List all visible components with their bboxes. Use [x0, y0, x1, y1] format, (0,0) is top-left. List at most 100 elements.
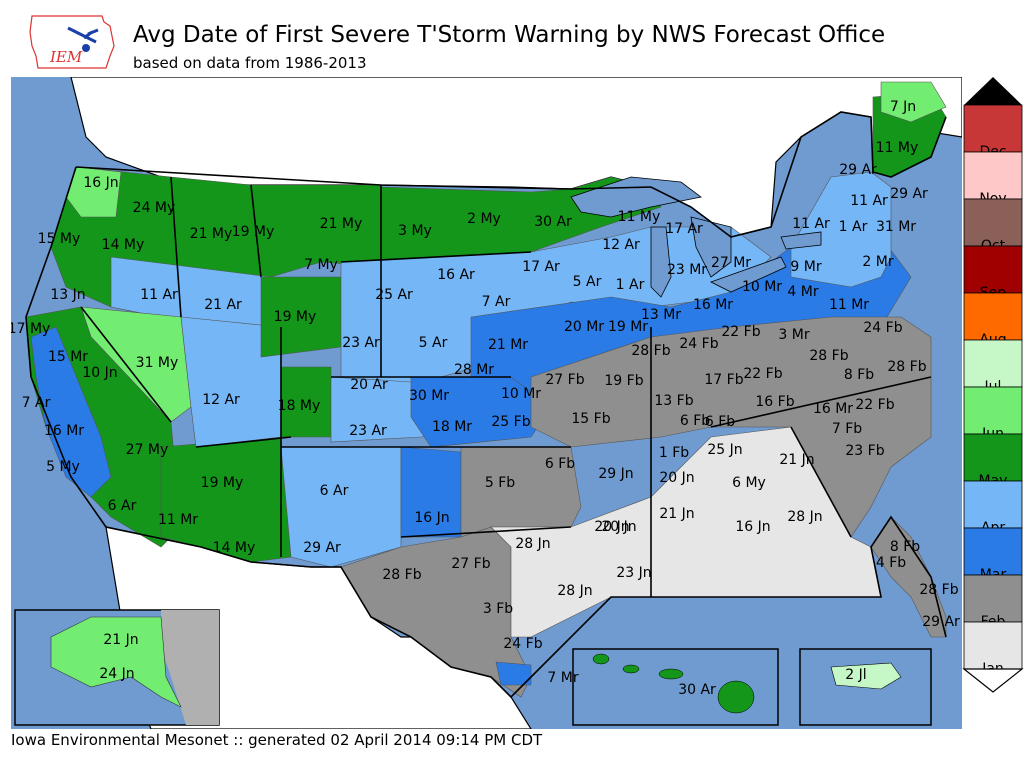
wfo-date-label: 8 Fb: [890, 539, 920, 555]
wfo-date-label: 23 Jn: [616, 565, 651, 581]
iem-logo: IEM: [29, 15, 115, 69]
legend-swatch-dec: [963, 104, 1023, 153]
wfo-date-label: 27 Mr: [711, 255, 751, 271]
wfo-date-label: 5 Ar: [419, 335, 448, 351]
wfo-date-label: 11 Mr: [158, 512, 198, 528]
island-oahu: [622, 664, 640, 674]
wfo-date-label: 20 Jn: [594, 519, 629, 535]
region-california-mar: [30, 326, 112, 498]
region-southeast-feb: [530, 316, 932, 538]
wfo-date-label: 7 Fb: [832, 421, 862, 437]
wfo-date-label: 2 My: [467, 211, 501, 227]
wfo-date-label: 28 Jn: [557, 583, 592, 599]
region-oklahoma-west: [280, 446, 402, 568]
legend-items: DecNovOctSepAugJulJunMayAprMarFebJan: [963, 104, 1023, 677]
wfo-date-label: 18 My: [278, 398, 321, 414]
wfo-date-label: 20 Jn: [601, 519, 636, 535]
wfo-date-label: 27 Fb: [545, 372, 584, 388]
wfo-date-label: 1 Ar: [839, 219, 868, 235]
wfo-date-label: 25 Ar: [375, 287, 413, 303]
wfo-date-label: 16 Mr: [44, 423, 84, 439]
wfo-date-label: 1 Ar: [616, 277, 645, 293]
wfo-date-label: 5 My: [46, 459, 80, 475]
wfo-date-label: 2 Mr: [862, 254, 893, 270]
wfo-date-label: 6 Fb: [680, 413, 710, 429]
region-brownsville: [495, 661, 532, 686]
wfo-date-label: 29 Ar: [303, 540, 341, 556]
region-florida-feb: [870, 516, 947, 638]
page-title: Avg Date of First Severe T'Storm Warning…: [133, 22, 886, 48]
wfo-date-label: 17 Ar: [522, 259, 560, 275]
line-plains: [340, 251, 532, 263]
island-kauai: [592, 653, 610, 665]
wfo-date-label: 30 Ar: [678, 682, 716, 698]
wfo-date-label: 31 My: [136, 355, 179, 371]
wfo-date-label: 28 Fb: [919, 582, 958, 598]
legend-swatch-jun: [963, 386, 1023, 435]
wfo-date-label: 14 My: [213, 540, 256, 556]
line-four-corners: [195, 327, 292, 557]
legend-swatch-apr: [963, 480, 1023, 529]
color-legend: DecNovOctSepAugJulJunMayAprMarFebJan: [962, 77, 1024, 693]
wfo-date-label: 2 Jl: [845, 667, 866, 683]
wfo-date-label: 16 Mr: [813, 401, 853, 417]
wfo-date-label: 10 Mr: [742, 279, 782, 295]
wfo-date-label: 24 Fb: [863, 320, 902, 336]
wfo-date-label: 21 Ar: [204, 297, 242, 313]
wfo-date-label: 28 Fb: [809, 348, 848, 364]
alaska-land: [50, 616, 182, 708]
wfo-date-label: 7 My: [304, 257, 338, 273]
wfo-date-label: 28 Fb: [631, 343, 670, 359]
wfo-date-label: 12 Ar: [202, 392, 240, 408]
wfo-date-label: 10 Jn: [82, 365, 117, 381]
wfo-date-label: 15 Fb: [571, 411, 610, 427]
hawaii-islands: [592, 653, 755, 714]
wfo-date-label: 13 Jn: [50, 287, 85, 303]
wfo-date-label: 24 Fb: [503, 636, 542, 652]
wfo-date-label: 5 Ar: [573, 274, 602, 290]
lake-erie: [709, 256, 787, 293]
wfo-date-label: 16 Jn: [735, 519, 770, 535]
legend-swatch-aug: [963, 292, 1023, 341]
wfo-date-label: 15 My: [38, 231, 81, 247]
wfo-date-label: 23 Ar: [349, 423, 387, 439]
lake-michigan: [650, 226, 672, 298]
wfo-date-label: 16 Jn: [414, 510, 449, 526]
conus-border: [25, 111, 947, 699]
wfo-date-label: 17 Fb: [704, 372, 743, 388]
wfo-date-label: 28 Fb: [382, 567, 421, 583]
wfo-date-label: 11 My: [618, 209, 661, 225]
wfo-date-label: 11 My: [876, 140, 919, 156]
wfo-date-label: 17 Ar: [665, 221, 703, 237]
wfo-date-label: 16 Jn: [83, 175, 118, 191]
wfo-date-label: 5 Fb: [485, 475, 515, 491]
wfo-date-label: 29 Ar: [922, 614, 960, 630]
wfo-date-label: 21 My: [190, 226, 233, 242]
page-subtitle: based on data from 1986-2013: [133, 54, 367, 72]
line-southeast: [710, 376, 932, 538]
line-montana-north: [250, 184, 262, 278]
wfo-date-label: 25 Fb: [491, 414, 530, 430]
wfo-date-label: 6 Ar: [108, 498, 137, 514]
wind-arrow-icon: [67, 26, 99, 44]
legend-swatch-feb: [963, 574, 1023, 623]
station-dot-icon: [82, 44, 90, 52]
wfo-date-label: 22 Fb: [743, 366, 782, 382]
wfo-date-label: 3 Mr: [778, 327, 809, 343]
wfo-date-label: 6 Ar: [320, 483, 349, 499]
wfo-date-label: 22 Fb: [855, 397, 894, 413]
wfo-date-label: 19 Fb: [604, 373, 643, 389]
wfo-date-label: 21 Jn: [103, 632, 138, 648]
lake-superior: [570, 176, 702, 218]
legend-bottom-arrow: [962, 668, 1024, 693]
wfo-date-label: 28 Jn: [787, 509, 822, 525]
wfo-date-label: 23 Fb: [845, 443, 884, 459]
legend-swatch-sep: [963, 245, 1023, 294]
wfo-date-label: 21 My: [320, 216, 363, 232]
region-maine-jun: [880, 81, 947, 123]
wfo-date-label: 31 Mr: [876, 219, 916, 235]
wfo-date-label: 11 Ar: [850, 193, 888, 209]
wfo-date-label: 30 Ar: [534, 214, 572, 230]
wfo-date-label: 28 Mr: [454, 362, 494, 378]
